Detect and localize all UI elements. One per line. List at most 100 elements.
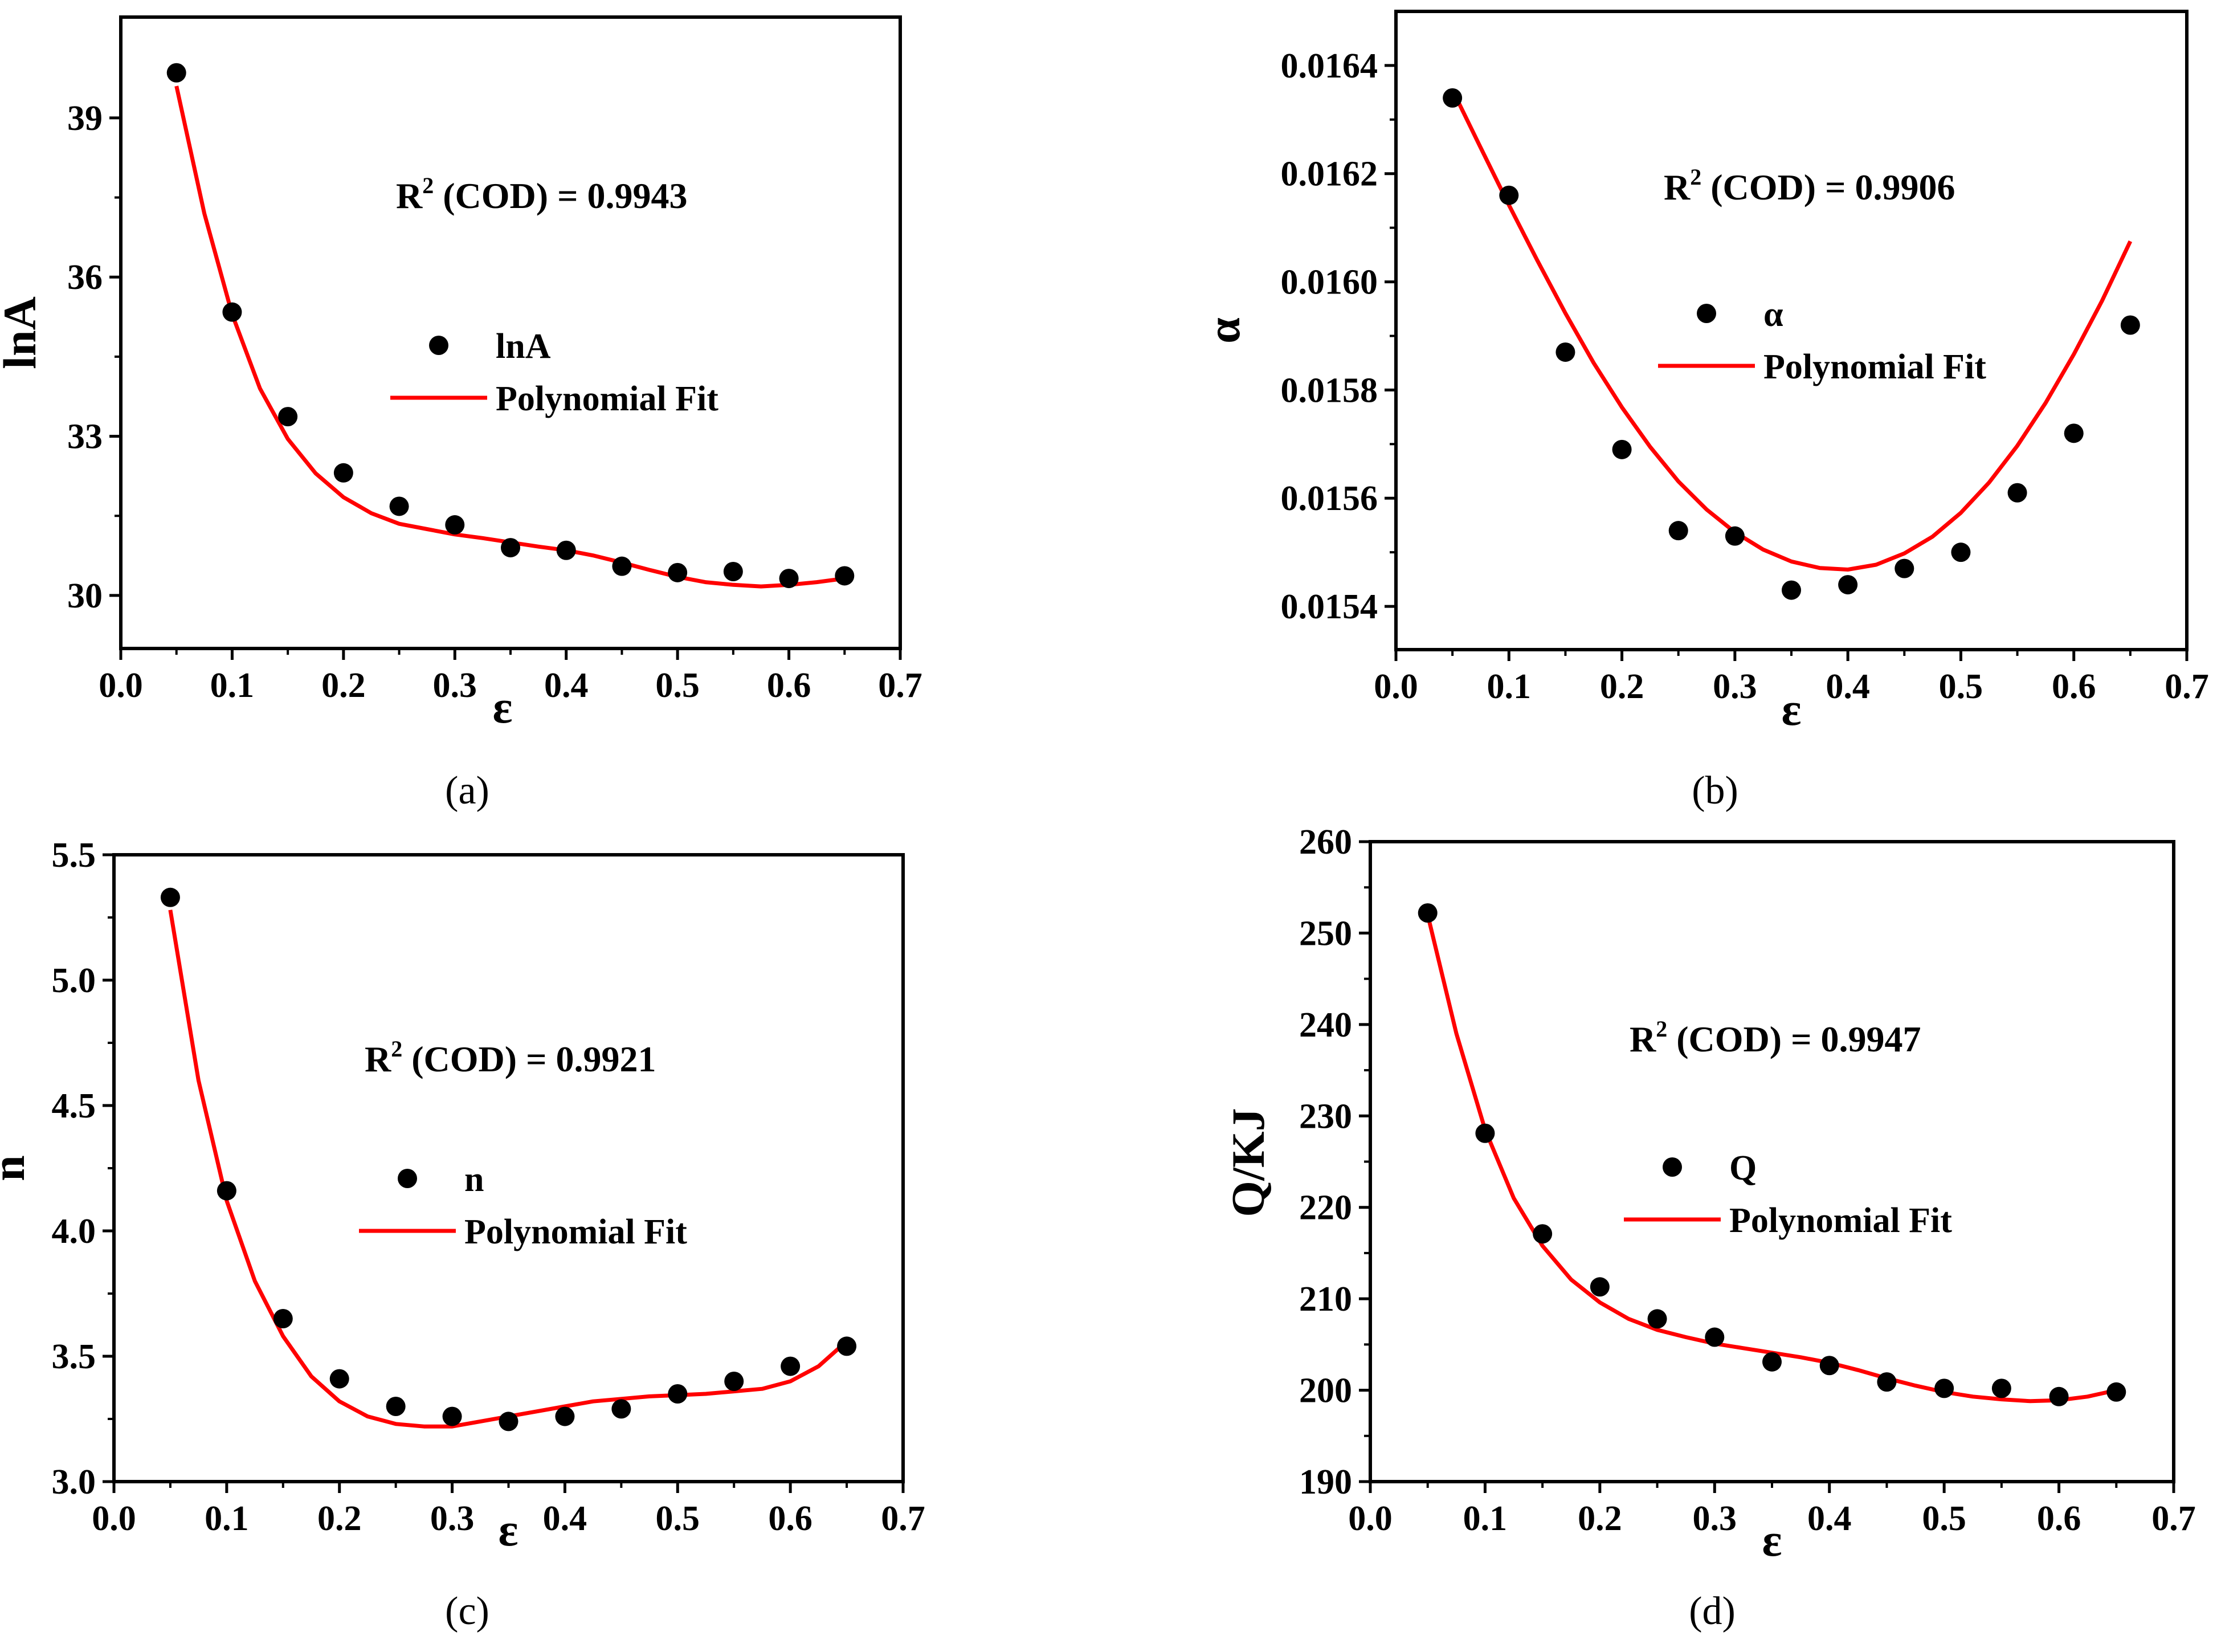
data-point [2120, 315, 2140, 335]
data-point [781, 1356, 801, 1376]
data-point [2049, 1386, 2069, 1406]
annotation-suffix: (COD) = 0.9943 [434, 176, 687, 216]
data-point [1443, 88, 1463, 108]
y-tick-label: 4.0 [52, 1212, 96, 1251]
x-tick-label: 0.5 [655, 666, 700, 705]
y-tick-label: 190 [1299, 1463, 1352, 1502]
r-squared-annotation: R2 (COD) = 0.9947 [1630, 1016, 1921, 1059]
x-axis-label: ε [498, 1504, 518, 1556]
panel-caption: (b) [1692, 769, 1738, 813]
data-point [835, 566, 855, 586]
data-point [2106, 1382, 2126, 1402]
y-tick-label: 3.0 [52, 1463, 96, 1502]
x-tick-label: 0.0 [99, 666, 143, 705]
legend: n Polynomial Fit [359, 1160, 687, 1251]
data-point [1418, 903, 1438, 923]
annotation-prefix: R [1630, 1019, 1656, 1059]
x-tick-label: 0.1 [1487, 667, 1532, 706]
y-tick-label: 210 [1299, 1280, 1352, 1319]
annotation-prefix: R [1664, 167, 1691, 207]
y-tick-label: 230 [1299, 1097, 1352, 1136]
x-tick-label: 0.0 [1348, 1499, 1393, 1538]
x-tick-label: 0.7 [2165, 667, 2209, 706]
x-tick-label: 0.4 [544, 666, 589, 705]
x-tick-label: 0.6 [2037, 1499, 2081, 1538]
x-tick-label: 0.2 [1600, 667, 1644, 706]
data-point [1877, 1372, 1897, 1392]
x-tick-label: 0.1 [1463, 1499, 1508, 1538]
data-point [499, 1412, 518, 1431]
data-point [217, 1181, 236, 1201]
legend: Q Polynomial Fit [1624, 1149, 1952, 1240]
data-point [612, 556, 632, 576]
y-tick-label: 0.0158 [1281, 371, 1378, 410]
data-point [556, 540, 576, 560]
annotation-superscript: 2 [1656, 1016, 1667, 1042]
legend-marker-icon [429, 336, 448, 355]
plot-frame [1394, 10, 2189, 651]
y-tick-label: 260 [1299, 823, 1352, 862]
y-axis-label: n [0, 1155, 34, 1181]
x-axis-label: ε [492, 681, 512, 733]
annotation-suffix: (COD) = 0.9906 [1701, 167, 1955, 207]
data-point [445, 515, 465, 535]
panel-c: 0.0 0.1 0.2 0.3 0.4 0.5 0.6 0.7 3.0 3.5 4.0 4.5 5.0 5… [0, 836, 925, 1633]
data-point [1499, 185, 1519, 205]
data-point [1934, 1378, 1954, 1398]
data-point [1838, 575, 1858, 595]
data-point [1647, 1309, 1667, 1329]
data-point [1533, 1224, 1553, 1244]
legend-marker-icon [398, 1169, 417, 1188]
legend-points-label: α [1763, 295, 1783, 334]
x-tick-label: 0.6 [768, 1499, 813, 1538]
x-tick-label: 0.3 [1713, 667, 1757, 706]
data-point [1819, 1356, 1839, 1376]
x-axis-label: ε [1762, 1514, 1782, 1566]
data-point [389, 496, 409, 516]
annotation-prefix: R [365, 1039, 391, 1079]
x-tick-label: 0.4 [1807, 1499, 1852, 1538]
y-tick-label: 0.0156 [1281, 479, 1378, 518]
data-point [333, 463, 353, 483]
panel-caption: (c) [445, 1589, 489, 1633]
x-tick-label: 0.3 [1693, 1499, 1737, 1538]
x-tick-label: 0.7 [2151, 1499, 2196, 1538]
plot-frame [1369, 840, 2175, 1483]
x-tick-label: 0.5 [656, 1499, 700, 1538]
x-tick-label: 0.2 [321, 666, 366, 705]
x-tick-label: 0.2 [317, 1499, 362, 1538]
y-tick-label: 3.5 [52, 1337, 96, 1376]
data-point [724, 1372, 744, 1391]
data-point [1762, 1352, 1782, 1372]
x-tick-label: 0.4 [1826, 667, 1870, 706]
data-point [1668, 521, 1688, 541]
data-point [1705, 1327, 1725, 1347]
data-point [1725, 526, 1745, 546]
x-tick-label: 0.5 [1922, 1499, 1966, 1538]
data-point [1475, 1123, 1495, 1143]
annotation-superscript: 2 [1690, 164, 1701, 190]
x-tick-label: 0.7 [881, 1499, 925, 1538]
legend-marker-icon [1663, 1157, 1682, 1177]
panel-caption: (d) [1689, 1589, 1736, 1633]
legend-fit-label: Polynomial Fit [496, 380, 718, 418]
polynomial-fit-line [1426, 914, 2117, 1404]
data-point [273, 1309, 293, 1328]
data-point [611, 1399, 631, 1419]
r-squared-annotation: R2 (COD) = 0.9921 [365, 1036, 656, 1079]
data-point [329, 1369, 349, 1389]
x-tick-label: 0.6 [767, 666, 811, 705]
x-tick-label: 0.6 [2052, 667, 2096, 706]
legend-points-label: n [464, 1160, 484, 1199]
y-tick-label: 39 [67, 99, 103, 138]
y-tick-label: 240 [1299, 1006, 1352, 1045]
legend-fit-label: Polynomial Fit [464, 1213, 687, 1251]
legend-fit-label: Polynomial Fit [1729, 1201, 1952, 1240]
y-axis-label: Q/KJ [1222, 1108, 1274, 1217]
annotation-suffix: (COD) = 0.9947 [1667, 1019, 1921, 1059]
data-point [2064, 423, 2084, 443]
data-point [222, 302, 242, 322]
panel-caption: (a) [445, 769, 489, 813]
panel-a: 0.0 0.1 0.2 0.3 0.4 0.5 0.6 0.7 30 33 36 39 ε lnA R2 (… [0, 15, 922, 813]
